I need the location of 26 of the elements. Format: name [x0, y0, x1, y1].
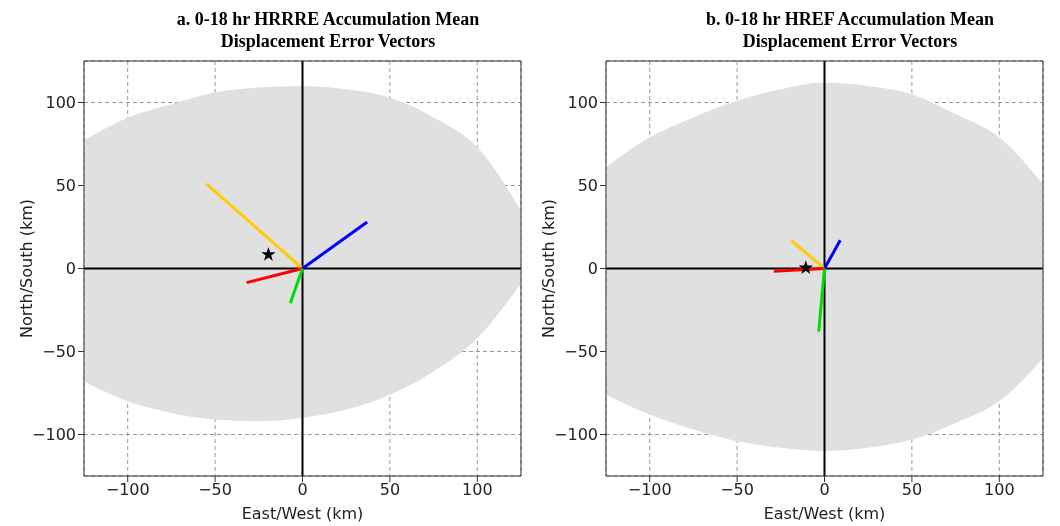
- x-tick-label: 50: [379, 480, 401, 500]
- x-tick-label: −100: [627, 480, 672, 500]
- x-tick-label: −100: [105, 480, 150, 500]
- x-tick-label: 100: [462, 480, 493, 500]
- y-tick-label: −100: [554, 425, 598, 445]
- y-tick-label: 0: [65, 259, 76, 279]
- x-tick-label: −50: [720, 480, 754, 500]
- y-tick-label: −50: [564, 342, 598, 362]
- y-tick-label: 100: [567, 93, 598, 113]
- x-tick-label: 100: [984, 480, 1015, 500]
- y-axis-title: North/South (km): [538, 198, 558, 339]
- x-tick-label: 50: [901, 480, 923, 500]
- y-tick-label: −100: [32, 425, 76, 445]
- x-tick-label: 0: [819, 480, 830, 500]
- y-tick-label: −50: [42, 342, 76, 362]
- y-tick-label: 100: [45, 93, 76, 113]
- chart-title: b. 0-18 hr HREF Accumulation Mean Displacement Error Vectors: [705, 8, 995, 53]
- y-tick-label: 50: [55, 176, 76, 196]
- x-tick-label: −50: [198, 480, 232, 500]
- y-tick-label: 50: [577, 176, 598, 196]
- x-axis-title: East/West (km): [241, 504, 364, 524]
- y-axis-title: North/South (km): [16, 198, 36, 339]
- y-tick-label: 0: [587, 259, 598, 279]
- x-tick-label: 0: [297, 480, 308, 500]
- chart-title: a. 0-18 hr HRRRE Accumulation Mean Displacement Error Vectors: [175, 8, 481, 53]
- x-axis-title: East/West (km): [763, 504, 886, 524]
